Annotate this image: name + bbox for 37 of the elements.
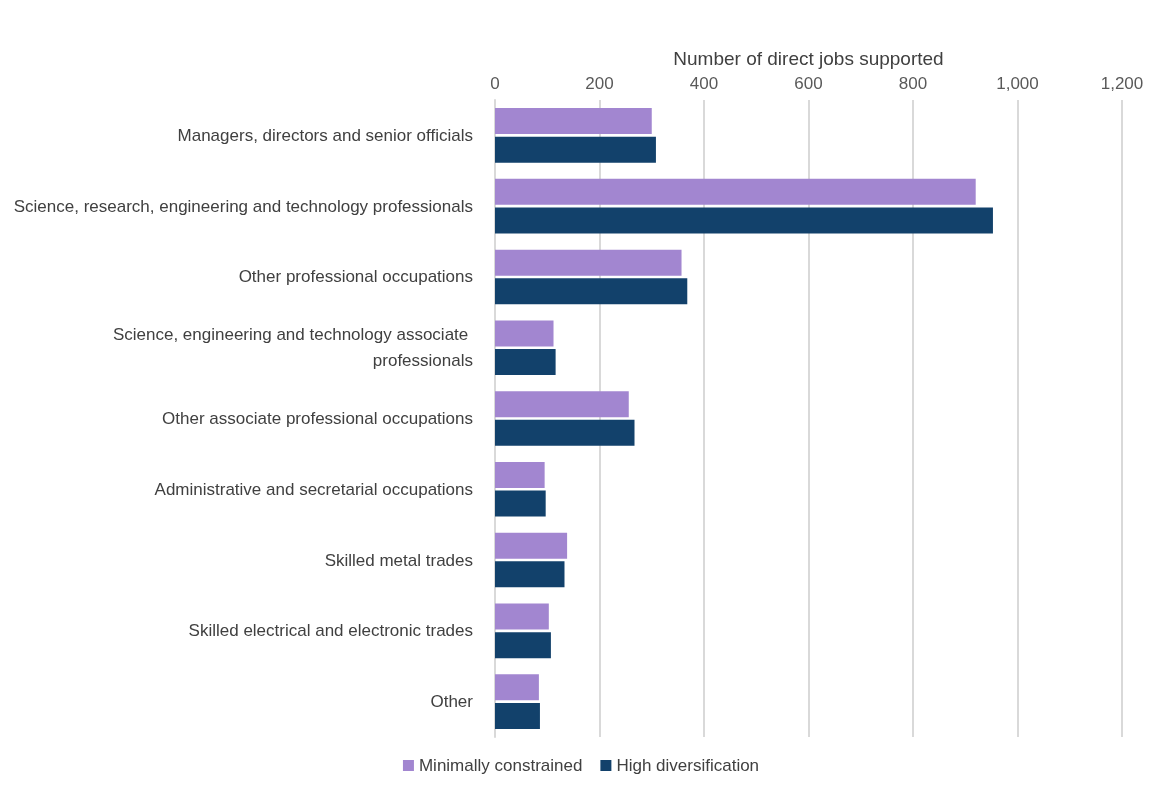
y-tick-label: Skilled electrical and electronic trades: [188, 621, 473, 641]
bar: [495, 320, 554, 347]
bar: [495, 532, 568, 559]
y-tick-label: Science, engineering and technology associate professionals: [112, 325, 473, 371]
legend-label: Minimally constrained: [418, 756, 583, 775]
bar: [495, 108, 652, 135]
bar: [495, 278, 688, 305]
x-tick-label: 200: [585, 74, 614, 93]
bar: [495, 178, 976, 205]
y-tick-label: Administrative and secretarial occupations: [154, 479, 473, 499]
x-tick-label: 600: [794, 74, 823, 93]
y-tick-label: Skilled metal trades: [324, 550, 473, 570]
bar: [495, 490, 546, 517]
bar: [495, 561, 565, 588]
bar: [495, 674, 539, 701]
y-tick-label: Managers, directors and senior officials: [177, 125, 473, 145]
bar: [495, 249, 682, 276]
x-tick-label: 0: [490, 74, 500, 93]
bar: [495, 207, 993, 234]
x-tick-label: 1,000: [996, 74, 1039, 93]
y-tick-label: Other associate professional occupations: [162, 409, 473, 428]
bar: [495, 702, 540, 729]
x-tick-label: 1,200: [1100, 74, 1144, 93]
x-tick-label: 800: [898, 74, 928, 93]
bar: [495, 391, 629, 418]
legend-label: High diversification: [616, 756, 760, 775]
x-axis-title: Number of direct jobs supported: [673, 48, 944, 69]
bar: [495, 603, 549, 630]
x-tick-label: 400: [689, 74, 719, 93]
bar: [495, 461, 545, 488]
y-tick-label: Other professional occupations: [238, 267, 473, 287]
y-tick-label: Science, research, engineering and technology professionals: [13, 196, 473, 216]
bar: [495, 419, 635, 446]
bar: [495, 136, 656, 163]
bar: [495, 349, 556, 376]
y-tick-label: Other: [430, 692, 474, 712]
bar: [495, 632, 551, 659]
